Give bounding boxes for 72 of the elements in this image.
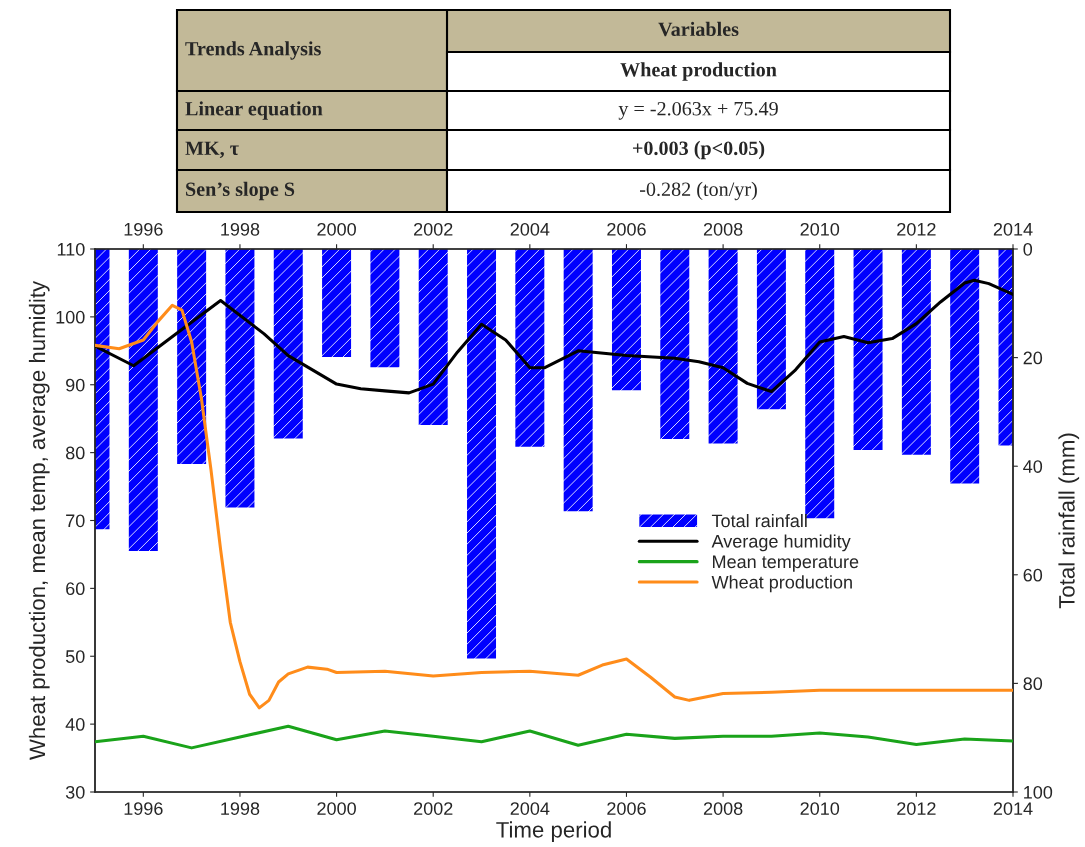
bar (370, 249, 400, 368)
bar (901, 249, 931, 455)
line-series (95, 278, 1013, 395)
y-tick-label: 110 (57, 242, 85, 256)
text: Linear equation (185, 101, 323, 120)
y-tick-label: 100 (56, 310, 85, 324)
x2-tick-label: 1998 (221, 222, 260, 236)
y-tick-label: 90 (66, 378, 85, 392)
x-tick-label: 2002 (414, 802, 453, 815)
y-tick-label: 30 (65, 785, 85, 799)
legend-label: Wheat production (711, 575, 852, 593)
bar (322, 249, 352, 358)
legend-label: Average humidity (711, 534, 851, 552)
y2-tick-label: 20 (1023, 351, 1043, 365)
x-tick-label: 2010 (800, 802, 840, 815)
bar (853, 249, 883, 450)
y-tick-label: 50 (65, 650, 85, 663)
bar (273, 249, 303, 439)
y-tick-label: 60 (66, 582, 85, 596)
y2-tick-label: 0 (1023, 242, 1033, 256)
x-tick-label: 2004 (510, 802, 550, 815)
bar (756, 249, 786, 410)
y2-tick-label: 40 (1023, 460, 1043, 473)
x-tick-label: 1998 (221, 802, 260, 815)
y-tick-label: 80 (65, 446, 85, 460)
x-tick-label: 2008 (703, 802, 743, 815)
bar (708, 249, 738, 444)
x2-tick-label: 2012 (897, 222, 936, 236)
legend-label: Mean temperature (713, 555, 859, 572)
text: Sen’s slope S (186, 181, 295, 201)
bar (515, 249, 545, 447)
bar (805, 249, 835, 519)
x2-tick-label: 2014 (993, 222, 1033, 236)
x-tick-label: 2000 (317, 802, 356, 815)
y2-axis-title: Total rainfall (mm) (1058, 433, 1080, 609)
x2-tick-label: 2000 (317, 222, 356, 236)
bar (128, 249, 158, 551)
x2-tick-label: 2002 (414, 222, 453, 236)
bar (225, 249, 255, 508)
line-series (95, 724, 1013, 750)
text: Wheat production (620, 62, 777, 81)
text: +0.003 (p<0.05) (632, 140, 765, 160)
text: y = -2.063x + 75.49 (618, 101, 778, 120)
text: MK, τ (185, 141, 239, 158)
bar (563, 249, 593, 512)
x2-tick-label: 2010 (800, 222, 840, 236)
bar (950, 249, 980, 484)
x2-tick-label: 2008 (703, 222, 743, 236)
bar (177, 249, 207, 465)
y-tick-label: 40 (65, 718, 85, 731)
y2-tick-label: 80 (1023, 677, 1043, 691)
bar (611, 249, 641, 391)
y-tick-label: 70 (66, 514, 85, 528)
x-tick-label: 2006 (607, 802, 646, 815)
text: Trends Analysis (185, 41, 321, 60)
bar (467, 249, 497, 659)
x-tick-label: 2014 (993, 802, 1033, 815)
bar (660, 249, 690, 440)
x2-tick-label: 2004 (510, 222, 550, 236)
x2-tick-label: 1996 (124, 222, 163, 236)
text: Variables (658, 21, 739, 37)
legend-label: Total rainfall (711, 514, 807, 528)
bar (418, 249, 448, 425)
x-tick-label: 2012 (897, 802, 936, 815)
y-axis-title: Wheat production, mean temp, average humidity (28, 280, 50, 761)
x-tick-label: 1996 (124, 802, 163, 815)
x2-tick-label: 2006 (607, 222, 646, 236)
text: -0.282 (ton/yr) (639, 181, 757, 201)
y2-tick-label: 60 (1023, 568, 1043, 582)
y2-tick-label: 100 (1024, 785, 1053, 799)
line-series (95, 303, 1013, 710)
x-axis-title: Time period (496, 821, 611, 843)
